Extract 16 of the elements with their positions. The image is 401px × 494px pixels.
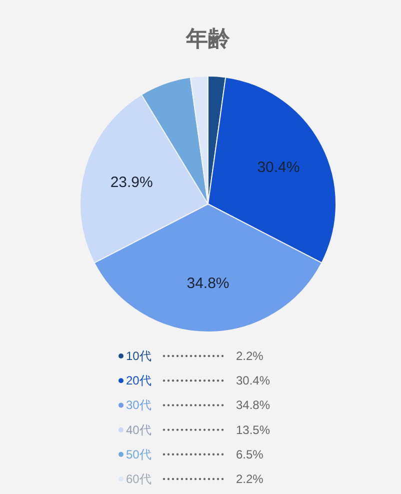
chart-title: 年齢 [185,26,231,51]
text: 6.5% [236,447,264,462]
text: 34.8% [186,274,230,292]
legend-label: 30代 [126,398,152,412]
legend-label: 20代 [126,374,152,388]
text: 13.5% [236,422,270,437]
text: 30.4% [257,159,300,176]
text: 34.8% [236,398,270,412]
legend-label: 40代 [126,422,152,437]
text: 30.4% [236,374,270,388]
legend-label: 60代 [126,472,152,486]
text: 23.9% [110,174,153,192]
text: 2.2% [236,349,264,363]
legend-label: 10代 [126,349,152,363]
text: 2.2% [236,472,264,486]
legend-label: 50代 [126,447,152,462]
